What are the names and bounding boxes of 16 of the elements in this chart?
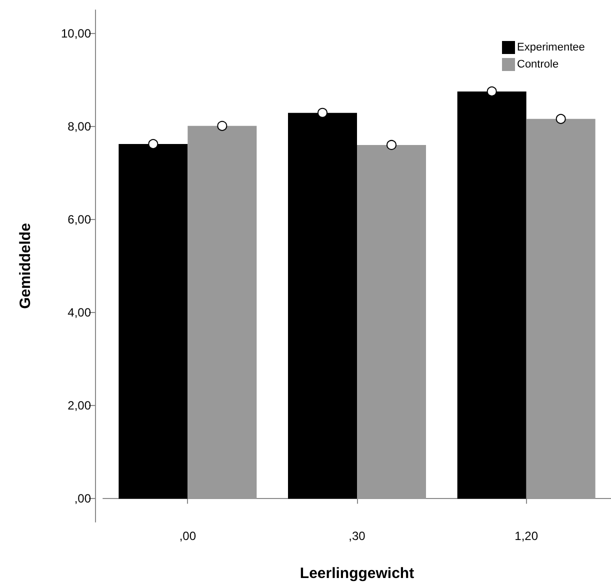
- legend-label: Experimentee: [517, 42, 585, 54]
- y-tick-label: 6,00: [68, 212, 92, 226]
- bar: [188, 126, 257, 499]
- legend-label: Controle: [517, 58, 559, 70]
- y-tick-label: 2,00: [68, 398, 92, 413]
- x-axis-title: Leerlinggewicht: [300, 565, 414, 582]
- x-tick-label: ,30: [348, 529, 366, 543]
- y-tick-label: 4,00: [68, 306, 92, 320]
- y-tick-label: 10,00: [60, 26, 92, 40]
- x-tick-label: ,00: [179, 529, 196, 543]
- x-tick-label: 1,20: [514, 529, 538, 543]
- y-axis-title: Gemiddelde: [17, 223, 34, 309]
- y-tick-label: ,00: [74, 492, 92, 506]
- bar: [357, 144, 426, 499]
- bar: [526, 118, 596, 499]
- y-tick-label: 8,00: [68, 119, 92, 134]
